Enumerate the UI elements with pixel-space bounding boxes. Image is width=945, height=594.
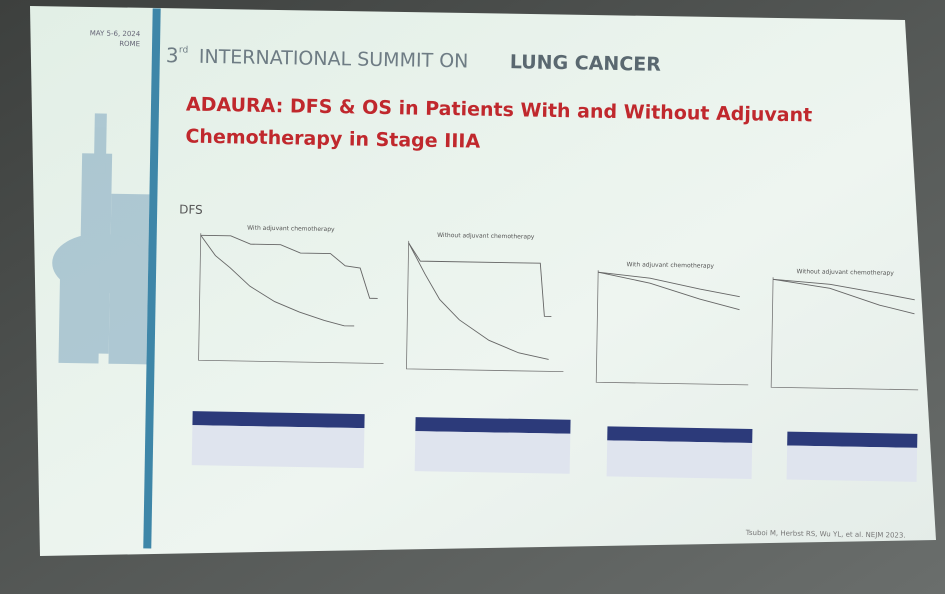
section-label: DFS bbox=[179, 202, 203, 216]
panel-title: Without adjuvant chemotherapy bbox=[437, 232, 535, 241]
panel-title: With adjuvant chemotherapy bbox=[627, 261, 715, 270]
event-date: MAY 5-6, 2024 bbox=[90, 29, 141, 38]
km-panel: With adjuvant chemotherapy bbox=[191, 225, 384, 469]
km-panel: With adjuvant chemotherapy bbox=[595, 261, 753, 479]
summit-topic: LUNG CANCER bbox=[510, 51, 662, 76]
panel-title: Without adjuvant chemotherapy bbox=[797, 268, 895, 277]
summit-name: INTERNATIONAL SUMMIT ON bbox=[199, 46, 469, 73]
citation: Tsuboi M, Herbst RS, Wu YL, et al. NEJM … bbox=[745, 529, 906, 540]
km-panel: Without adjuvant chemotherapy bbox=[770, 268, 919, 482]
slide-content: MAY 5-6, 2024 ROME 3 rd INTERNATIONAL SU… bbox=[52, 8, 919, 549]
summit-ordinal: 3 bbox=[166, 43, 179, 67]
accent-bar bbox=[143, 8, 161, 549]
panel-title: With adjuvant chemotherapy bbox=[247, 225, 335, 234]
slide-title: Chemotherapy in Stage IIIA bbox=[185, 126, 480, 153]
km-panel: Without adjuvant chemotherapy bbox=[406, 232, 571, 474]
city-illustration bbox=[52, 113, 150, 365]
event-city: ROME bbox=[119, 40, 140, 48]
summit-ordinal-suffix: rd bbox=[179, 45, 188, 55]
